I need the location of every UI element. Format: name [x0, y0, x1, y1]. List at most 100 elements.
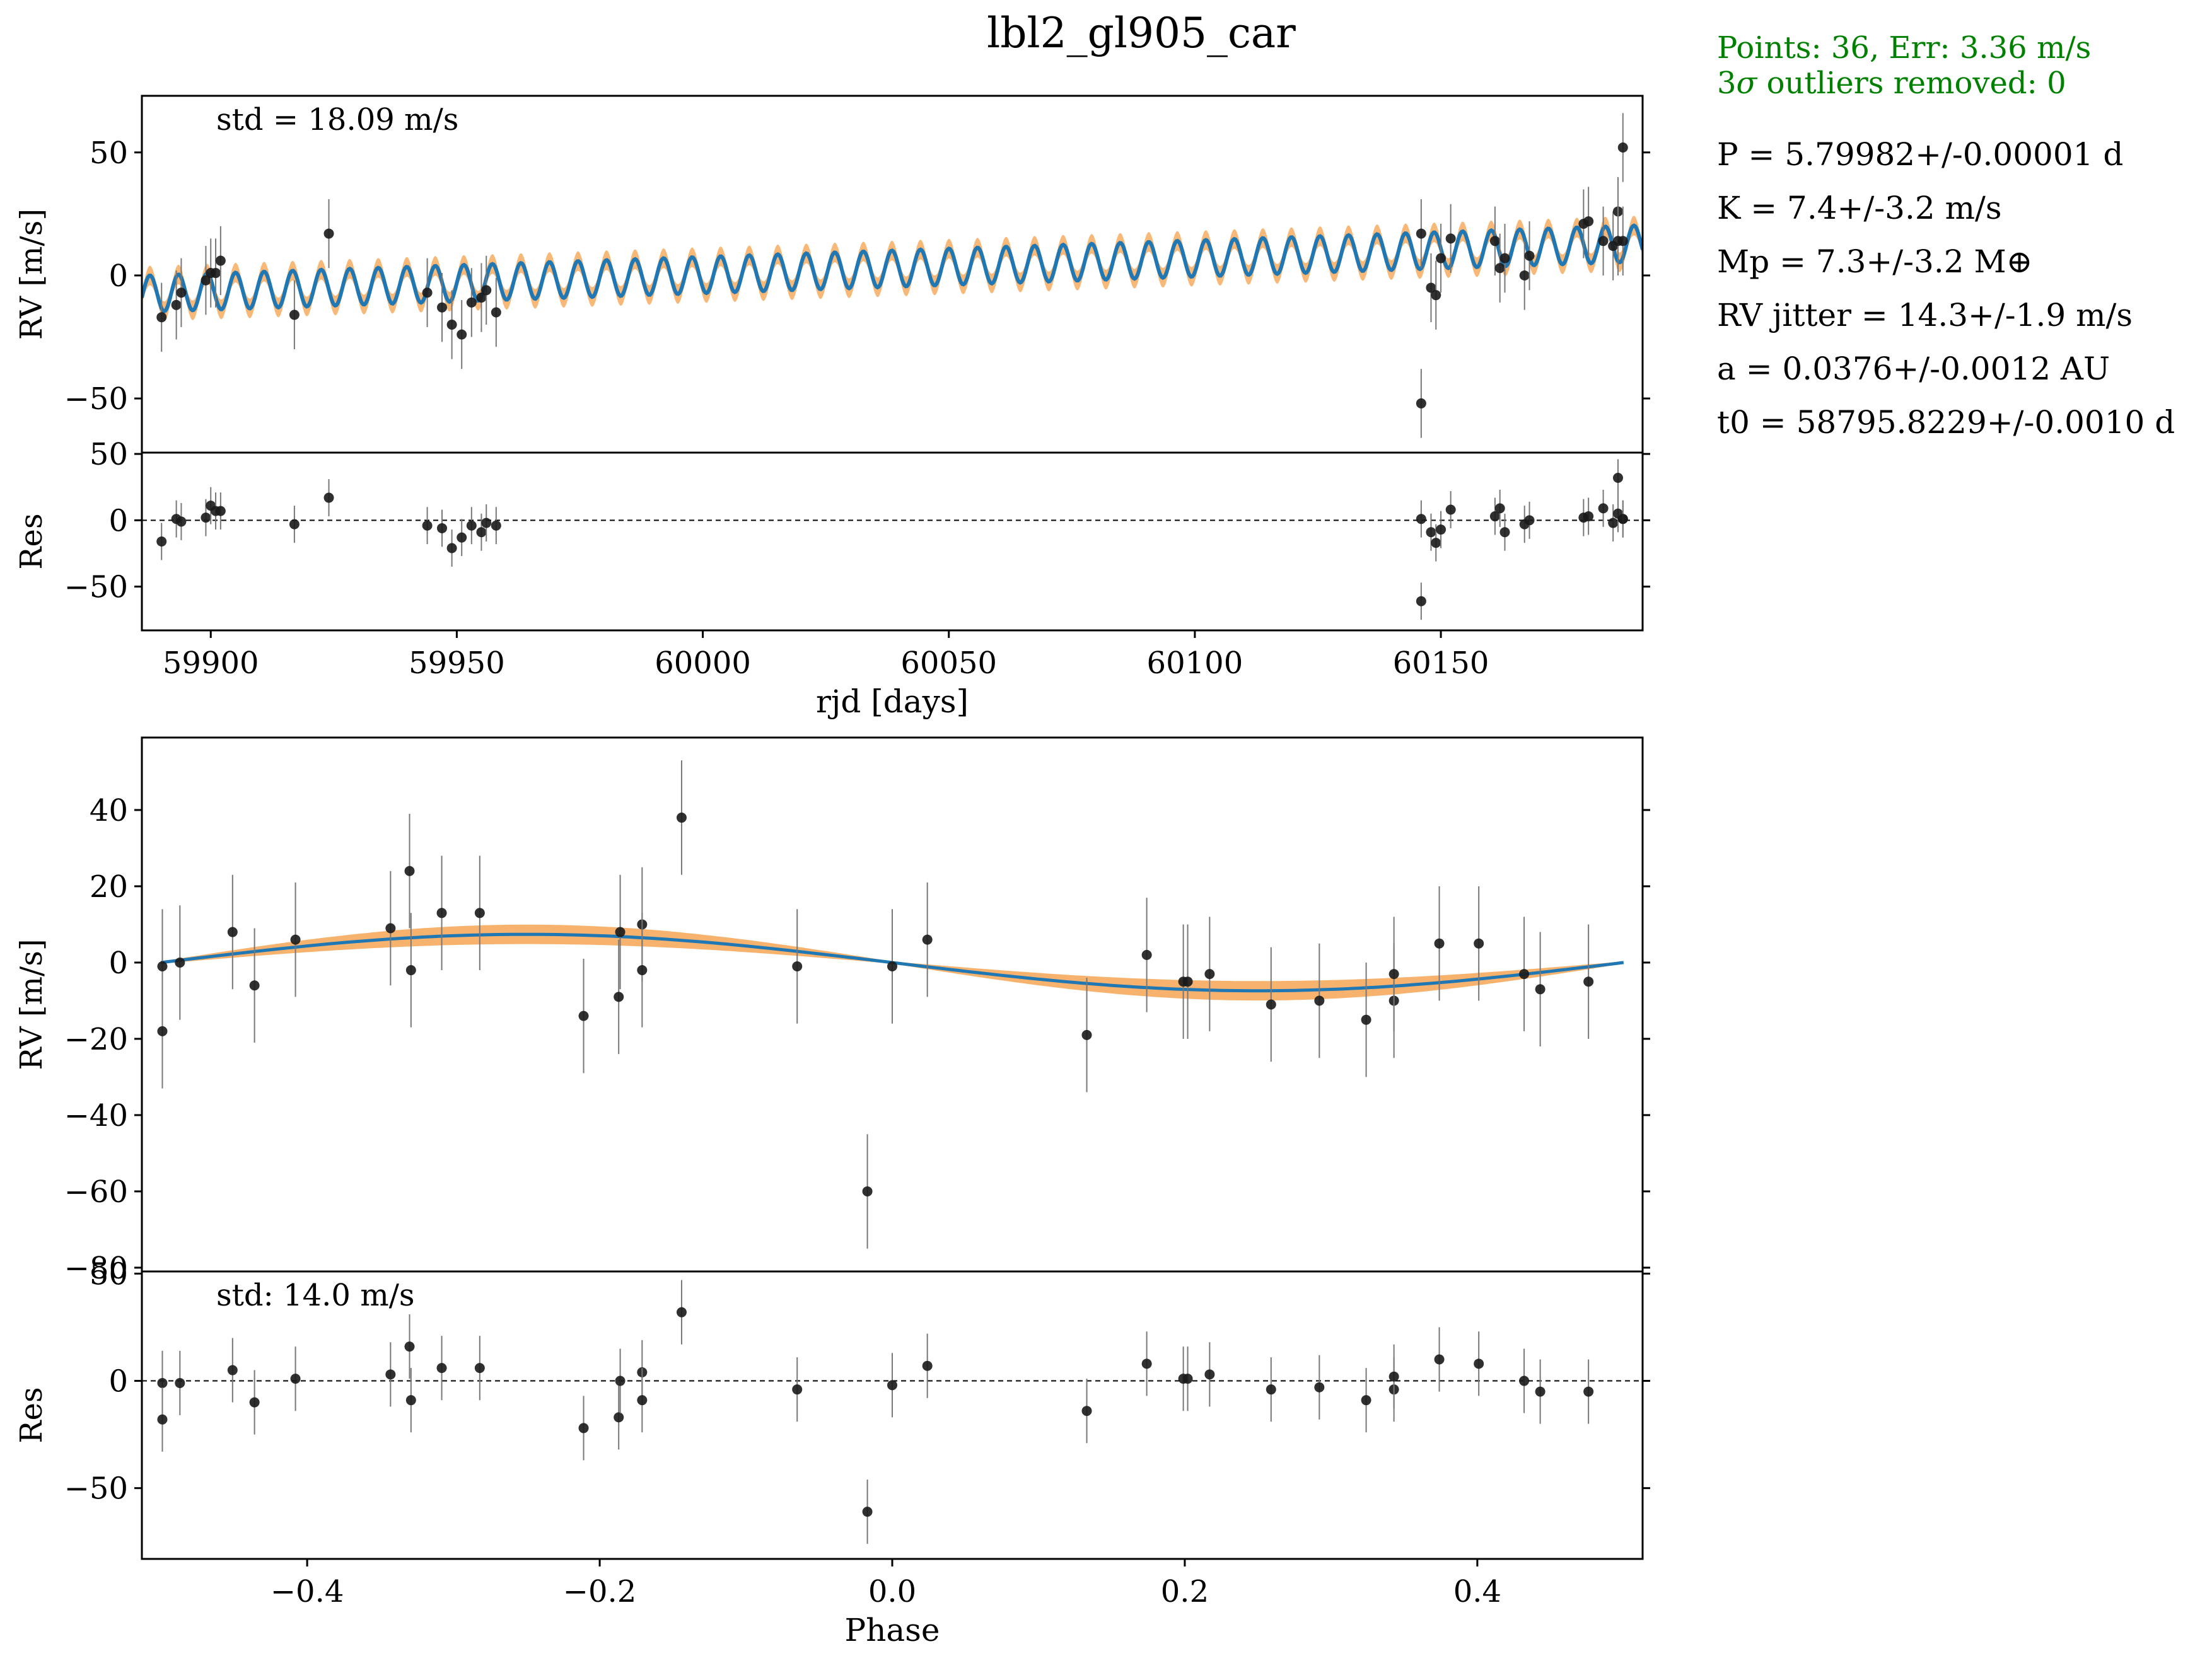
y-tick-label: 20 — [90, 869, 128, 905]
data-point — [1617, 142, 1628, 153]
data-point — [1416, 596, 1426, 606]
data-point — [474, 1363, 485, 1374]
data-point — [1617, 514, 1628, 524]
data-point — [1489, 236, 1500, 246]
data-point — [1524, 515, 1535, 526]
data-point — [289, 310, 300, 320]
figure-title: lbl2_gl905_car — [987, 9, 1296, 57]
data-point — [1598, 503, 1609, 514]
data-point — [1081, 1029, 1092, 1040]
x-tick-label: 60150 — [1393, 646, 1489, 681]
data-point — [323, 492, 334, 503]
data-point — [156, 536, 167, 547]
data-point — [637, 1395, 648, 1406]
data-point — [476, 527, 487, 538]
data-point — [1204, 969, 1215, 980]
data-point — [1431, 538, 1441, 548]
data-point — [175, 1377, 185, 1388]
data-point — [637, 965, 648, 976]
data-point — [211, 268, 221, 279]
y-tick-label: −60 — [64, 1174, 128, 1210]
param-amplitude: K = 7.4+/-3.2 m/s — [1717, 190, 2002, 226]
data-point — [676, 1307, 687, 1317]
data-point — [1494, 503, 1505, 514]
y-tick-label: −50 — [64, 381, 128, 417]
param-semi-major-axis: a = 0.0376+/-0.0012 AU — [1717, 350, 2110, 387]
data-point — [156, 312, 167, 323]
data-point — [437, 523, 447, 533]
param-rv-jitter: RV jitter = 14.3+/-1.9 m/s — [1717, 297, 2133, 333]
y-tick-label: 0 — [108, 1364, 128, 1399]
y-tick-label: 40 — [90, 793, 128, 828]
data-point — [466, 520, 477, 531]
plot-area — [157, 760, 1624, 1249]
data-point — [1499, 527, 1510, 538]
data-point — [862, 1507, 873, 1517]
data-point — [481, 285, 492, 296]
data-point — [792, 961, 803, 971]
x-tick-label: 60100 — [1147, 646, 1243, 681]
data-point — [436, 1363, 447, 1374]
data-point — [1266, 999, 1276, 1010]
data-point — [176, 287, 187, 298]
data-point — [1434, 1354, 1445, 1365]
data-point — [404, 866, 415, 876]
data-point — [1266, 1384, 1276, 1395]
x-tick-label: −0.2 — [563, 1574, 637, 1609]
x-tick-label: 0.4 — [1453, 1574, 1501, 1609]
y-tick-label: 50 — [90, 1256, 128, 1292]
x-tick-label: 60050 — [900, 646, 997, 681]
residuals-phase-panel: 50 0 −50 −0.4 −0.2 0.0 0.2 0.4 Res Phase std: 14.0… — [14, 1256, 1650, 1648]
data-point — [1081, 1406, 1092, 1416]
data-point — [405, 1395, 416, 1406]
data-point — [175, 957, 185, 968]
data-point — [1583, 976, 1594, 987]
x-tick-label: 60000 — [655, 646, 751, 681]
std-annotation: std: 14.0 m/s — [216, 1278, 415, 1313]
data-point — [436, 908, 447, 918]
y-tick-label: 0 — [108, 946, 128, 981]
data-point — [1583, 1386, 1594, 1397]
data-point — [1519, 270, 1530, 281]
y-tick-label: −50 — [64, 1471, 128, 1507]
param-planet-mass: Mp = 7.3+/-3.2 M⊕ — [1717, 243, 2033, 280]
x-tick-label: 0.0 — [868, 1574, 916, 1609]
data-point — [792, 1384, 803, 1395]
data-point — [157, 1026, 168, 1036]
data-point — [385, 1369, 396, 1380]
data-point — [1489, 511, 1500, 522]
data-point — [446, 543, 457, 553]
y-axis-label: RV [m/s] — [14, 939, 49, 1070]
data-point — [1494, 263, 1505, 274]
data-point — [1474, 938, 1484, 949]
axes-frame — [141, 451, 1644, 632]
data-point — [466, 297, 477, 308]
data-point — [1431, 290, 1441, 301]
data-point — [1314, 995, 1325, 1006]
y-tick-label: −80 — [64, 1251, 128, 1286]
data-point — [227, 927, 238, 937]
x-tick-label: 59950 — [409, 646, 505, 681]
data-point — [404, 1341, 415, 1352]
data-point — [1416, 514, 1426, 524]
data-point — [446, 320, 457, 330]
data-point — [1583, 216, 1594, 227]
data-point — [289, 519, 300, 530]
data-point — [922, 1360, 933, 1371]
plot-area — [142, 459, 1643, 620]
data-point — [201, 275, 211, 286]
data-point — [249, 980, 260, 991]
data-point — [1436, 524, 1447, 535]
y-axis-label: RV [m/s] — [14, 209, 49, 340]
y-tick-label: 50 — [90, 136, 128, 171]
data-point — [249, 1397, 260, 1408]
y-tick-label: −40 — [64, 1098, 128, 1133]
data-point — [323, 228, 334, 239]
data-point — [1141, 949, 1152, 960]
data-point — [227, 1365, 238, 1375]
data-point — [922, 934, 933, 945]
data-point — [1182, 976, 1193, 987]
data-point — [1436, 253, 1447, 263]
data-point — [614, 992, 624, 1002]
